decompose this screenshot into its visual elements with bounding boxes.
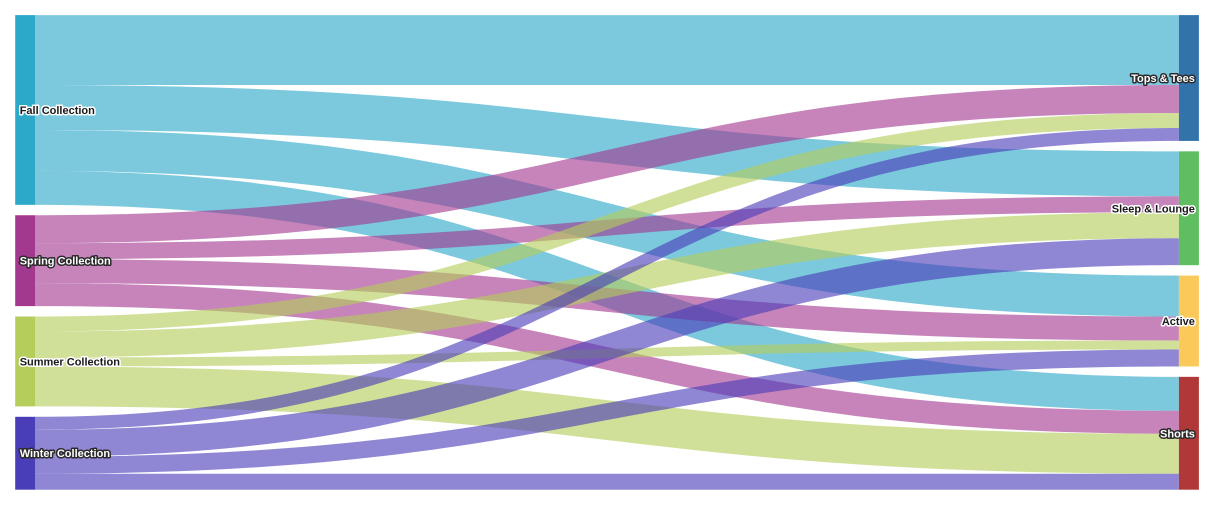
- svg-text:Sleep & Lounge: Sleep & Lounge: [1112, 203, 1195, 215]
- svg-text:Summer Collection: Summer Collection: [20, 356, 121, 368]
- svg-text:Tops & Tees: Tops & Tees: [1131, 73, 1195, 85]
- svg-text:Shorts: Shorts: [1160, 428, 1195, 440]
- svg-text:Winter Collection: Winter Collection: [20, 448, 111, 460]
- svg-text:Spring Collection: Spring Collection: [20, 256, 111, 268]
- svg-text:Active: Active: [1162, 316, 1195, 328]
- svg-text:Fall Collection: Fall Collection: [20, 105, 95, 117]
